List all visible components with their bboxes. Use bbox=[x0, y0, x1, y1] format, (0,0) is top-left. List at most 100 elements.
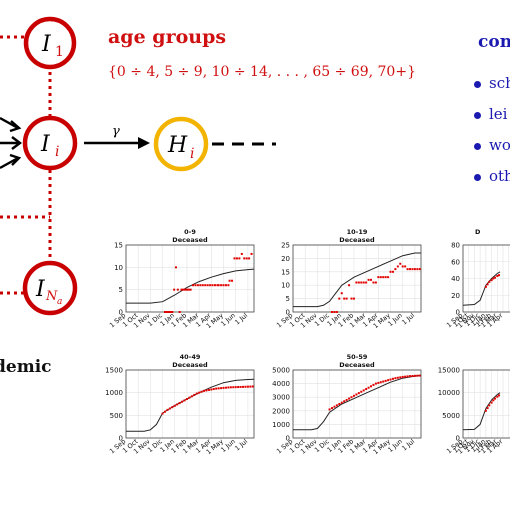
data-point bbox=[198, 391, 201, 394]
data-point bbox=[387, 276, 390, 279]
data-point bbox=[328, 408, 331, 411]
bullet-dot bbox=[474, 173, 481, 181]
data-point bbox=[370, 385, 373, 388]
bullet-text: lei bbox=[489, 105, 508, 123]
data-point bbox=[335, 404, 338, 407]
y-tick-label: 2000 bbox=[272, 407, 290, 415]
data-point bbox=[382, 276, 385, 279]
data-point bbox=[206, 284, 209, 287]
data-point bbox=[180, 288, 183, 291]
data-point bbox=[335, 311, 338, 313]
data-point bbox=[350, 396, 353, 399]
bullet-item: wo bbox=[474, 136, 510, 167]
data-point bbox=[161, 412, 164, 415]
data-point bbox=[411, 268, 414, 271]
data-point bbox=[249, 385, 252, 388]
data-point bbox=[355, 393, 358, 396]
data-point bbox=[211, 284, 214, 287]
node-Hi: H i bbox=[153, 116, 209, 172]
data-point bbox=[379, 381, 382, 384]
data-point bbox=[401, 375, 404, 378]
bullet-text: oth bbox=[489, 167, 510, 185]
data-point bbox=[239, 385, 242, 388]
data-point bbox=[494, 397, 496, 400]
data-point bbox=[387, 379, 390, 382]
data-point bbox=[204, 284, 207, 287]
data-point bbox=[391, 377, 394, 380]
gamma-label: γ bbox=[112, 124, 120, 139]
transition-arrow-gamma: γ bbox=[84, 124, 150, 149]
data-point bbox=[232, 386, 235, 389]
data-point bbox=[394, 268, 397, 271]
y-tick-label: 0 bbox=[119, 435, 123, 443]
bullet-item: oth bbox=[474, 167, 510, 198]
data-point bbox=[374, 281, 377, 284]
plot-frame bbox=[462, 244, 510, 313]
data-point bbox=[245, 257, 248, 260]
data-point bbox=[382, 380, 385, 383]
data-point bbox=[243, 257, 246, 260]
data-point bbox=[213, 284, 216, 287]
data-point bbox=[396, 265, 399, 268]
y-tick-label: 80 bbox=[451, 242, 460, 250]
y-tick-label: 0 bbox=[456, 435, 460, 443]
x-tick-label: 1 Jul bbox=[233, 437, 249, 452]
data-point bbox=[199, 284, 202, 287]
y-tick-label: 15 bbox=[114, 242, 123, 250]
inbound-arrows bbox=[0, 116, 22, 170]
data-point bbox=[164, 311, 167, 313]
y-tick-label: 20 bbox=[281, 255, 290, 263]
x-tick-label: 1 Jul bbox=[400, 437, 416, 452]
data-point bbox=[164, 410, 167, 413]
chart-subtitle: Deceased bbox=[172, 236, 208, 244]
data-point bbox=[193, 393, 196, 396]
data-point bbox=[189, 288, 192, 291]
data-point bbox=[394, 377, 397, 380]
data-point bbox=[203, 389, 206, 392]
data-point bbox=[484, 409, 487, 412]
data-point bbox=[418, 268, 421, 271]
data-point bbox=[234, 386, 237, 389]
y-tick-label: 0 bbox=[286, 435, 290, 443]
y-tick-label: 25 bbox=[281, 242, 290, 250]
data-point bbox=[360, 281, 363, 284]
bullet-text: sch bbox=[489, 74, 510, 92]
plot-frame bbox=[462, 369, 510, 439]
data-point bbox=[488, 404, 491, 407]
inbound-arrowhead-2 bbox=[11, 136, 22, 150]
y-tick-label: 15000 bbox=[438, 367, 460, 375]
data-point bbox=[409, 268, 412, 271]
data-point bbox=[391, 270, 394, 273]
node-Ii-subscript: i bbox=[55, 144, 59, 160]
inbound-arrowhead-3 bbox=[9, 153, 22, 166]
data-point bbox=[486, 283, 489, 286]
node-INa: I N a bbox=[22, 260, 78, 316]
data-point bbox=[490, 279, 493, 282]
y-tick-label: 20 bbox=[451, 292, 460, 300]
data-point bbox=[188, 396, 191, 399]
plot-frame bbox=[292, 369, 422, 439]
data-point bbox=[183, 399, 186, 402]
y-tick-label: 1500 bbox=[105, 367, 123, 375]
data-point bbox=[231, 279, 234, 282]
data-point bbox=[399, 262, 402, 265]
data-point bbox=[222, 284, 225, 287]
data-point bbox=[494, 276, 496, 279]
y-tick-label: 0 bbox=[119, 309, 123, 317]
y-tick-label: 1000 bbox=[272, 421, 290, 429]
data-point bbox=[486, 407, 489, 410]
y-tick-label: 3000 bbox=[272, 394, 290, 402]
data-point bbox=[348, 284, 351, 287]
data-point bbox=[492, 277, 495, 280]
bullet-item: lei bbox=[474, 105, 510, 136]
chart-subtitle: Deceased bbox=[339, 236, 375, 244]
data-point bbox=[184, 288, 187, 291]
data-point bbox=[212, 388, 215, 391]
data-point bbox=[333, 405, 336, 408]
right-panel-heading: con bbox=[478, 32, 510, 52]
bullet-dot bbox=[474, 80, 481, 88]
plot-frame bbox=[292, 244, 422, 313]
data-point bbox=[338, 297, 341, 300]
